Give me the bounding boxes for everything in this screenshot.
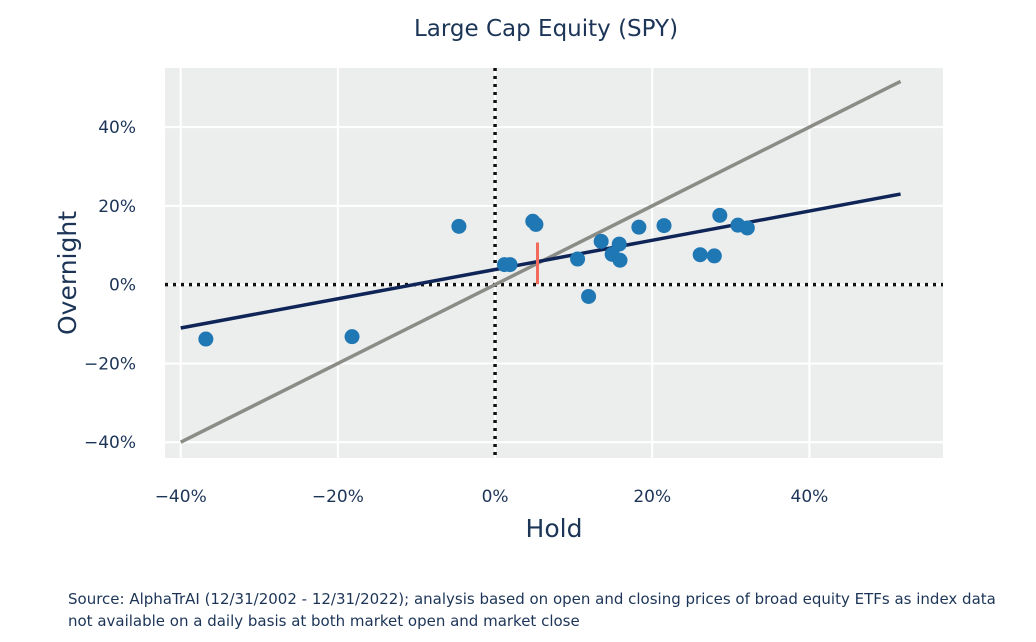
- data-point: [198, 331, 214, 347]
- x-axis-label: Hold: [526, 514, 583, 543]
- source-note: Source: AlphaTrAI (12/31/2002 - 12/31/20…: [68, 590, 996, 630]
- data-point: [611, 236, 627, 252]
- data-point: [612, 252, 628, 268]
- data-point: [502, 257, 518, 273]
- y-tick-label: 40%: [98, 118, 136, 138]
- y-tick-label: 20%: [98, 197, 136, 217]
- data-point: [344, 329, 360, 345]
- x-tick-label: −40%: [155, 487, 207, 507]
- data-point: [631, 219, 647, 235]
- data-point: [692, 247, 708, 263]
- plot-area: [165, 68, 943, 458]
- data-point: [712, 207, 728, 223]
- tick-labels: −40% −20% 0% 20% 40% −40% −20% 0% 20% 40%: [84, 118, 828, 507]
- y-tick-label: 0%: [109, 276, 136, 296]
- x-tick-label: −20%: [312, 487, 364, 507]
- regression-line: [180, 192, 901, 330]
- data-point: [739, 220, 755, 236]
- y-tick-label: −40%: [84, 433, 136, 453]
- reference-lines: [165, 68, 943, 458]
- x-tick-label: 40%: [791, 487, 829, 507]
- data-points: [198, 207, 755, 347]
- data-point: [706, 248, 722, 264]
- x-tick-label: 0%: [482, 487, 509, 507]
- data-point: [593, 233, 609, 249]
- chart-title: Large Cap Equity (SPY): [414, 16, 678, 42]
- data-point: [451, 218, 467, 234]
- data-point: [570, 251, 586, 267]
- data-point: [656, 218, 672, 234]
- data-point: [528, 216, 544, 232]
- x-tick-label: 20%: [633, 487, 671, 507]
- y-axis-label: Overnight: [53, 211, 82, 335]
- y-tick-label: −20%: [84, 354, 136, 374]
- data-point: [581, 288, 597, 304]
- trend-lines: [179, 79, 902, 444]
